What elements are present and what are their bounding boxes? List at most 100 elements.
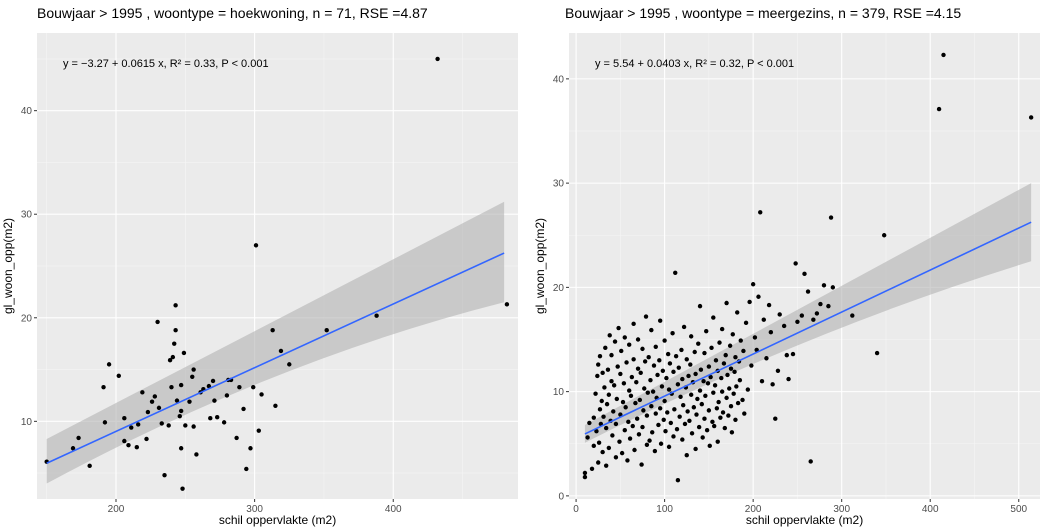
data-point [215, 414, 220, 420]
data-point [936, 106, 942, 112]
data-point [173, 328, 178, 333]
data-point [645, 390, 650, 395]
data-point [597, 353, 603, 359]
data-point [597, 407, 603, 412]
data-point [640, 346, 645, 352]
data-point [666, 387, 672, 392]
data-point [129, 425, 134, 430]
data-point [732, 369, 737, 375]
data-point [665, 410, 670, 415]
data-point [720, 410, 726, 415]
data-point [237, 384, 242, 390]
data-point [659, 384, 665, 389]
data-point [614, 396, 620, 402]
data-point [758, 210, 763, 215]
data-point [610, 433, 615, 438]
data-point [729, 430, 735, 435]
data-point [750, 282, 756, 287]
data-point [703, 393, 708, 398]
data-point [324, 328, 329, 333]
data-point [435, 56, 440, 62]
data-point [662, 338, 667, 343]
data-point [730, 332, 735, 337]
data-point [752, 335, 758, 340]
data-point [712, 383, 718, 388]
data-point [651, 363, 657, 368]
y-tick-label: 20 [21, 313, 33, 324]
data-point [756, 294, 761, 299]
data-point [241, 406, 246, 412]
data-point [174, 398, 180, 403]
data-point [625, 458, 630, 463]
data-point [692, 349, 697, 355]
y-tick-label: 10 [21, 417, 33, 428]
data-point [639, 462, 644, 467]
data-point [710, 419, 715, 425]
data-point [687, 418, 692, 424]
x-axis-label: schil oppervlakte (m2) [746, 513, 863, 527]
data-point [178, 382, 184, 388]
data-point [686, 373, 691, 379]
data-point [582, 470, 588, 476]
data-point [615, 364, 620, 369]
data-point [640, 424, 645, 430]
data-point [587, 420, 592, 426]
data-point [611, 409, 616, 414]
y-tick-label: 10 [553, 387, 565, 398]
data-point [648, 377, 653, 383]
data-point [626, 419, 631, 425]
data-point [122, 438, 127, 444]
data-point [722, 425, 728, 431]
data-point [759, 378, 765, 384]
data-point [701, 378, 706, 384]
data-point [641, 408, 646, 413]
data-point [724, 395, 729, 401]
data-point [633, 400, 638, 406]
chart-panel-1: 200 300 400 10 20 30 40 Bouwjaar > 1995 , woont… [1, 5, 518, 527]
data-point [609, 378, 614, 384]
data-point [603, 425, 609, 431]
data-point [689, 431, 695, 436]
data-point [616, 325, 621, 331]
data-point [619, 348, 624, 354]
data-point [624, 360, 629, 365]
data-point [693, 371, 698, 377]
data-point [653, 344, 658, 349]
data-point [649, 327, 654, 333]
data-point [790, 351, 796, 357]
data-point [673, 270, 678, 275]
data-point [644, 442, 650, 447]
data-point [623, 405, 628, 410]
data-point [784, 352, 789, 358]
x-tick-label: 300 [246, 504, 263, 515]
data-point [156, 405, 162, 411]
data-point [726, 413, 731, 418]
regression-line [46, 252, 505, 464]
data-point [694, 412, 699, 417]
y-tick-label: 40 [21, 106, 33, 117]
data-point [180, 486, 185, 491]
data-point [178, 408, 184, 414]
data-point [602, 385, 607, 390]
data-point [740, 397, 745, 403]
x-tick-label: 500 [1010, 504, 1027, 515]
data-point [660, 368, 666, 373]
x-tick-label: 400 [922, 504, 939, 515]
data-point [735, 400, 741, 406]
data-point [611, 383, 617, 388]
data-point [191, 367, 196, 372]
data-point [727, 343, 733, 348]
y-tick-label: 30 [21, 210, 33, 221]
data-point [618, 412, 623, 417]
data-point [821, 283, 827, 288]
confidence-ribbon [584, 183, 1032, 443]
data-point [696, 424, 702, 430]
x-tick-label: 100 [656, 504, 673, 515]
data-point [102, 420, 108, 425]
data-point [708, 374, 713, 380]
data-point [657, 406, 663, 411]
data-point [658, 441, 664, 446]
data-point [764, 356, 769, 361]
data-point [682, 421, 688, 427]
data-point [634, 416, 640, 421]
